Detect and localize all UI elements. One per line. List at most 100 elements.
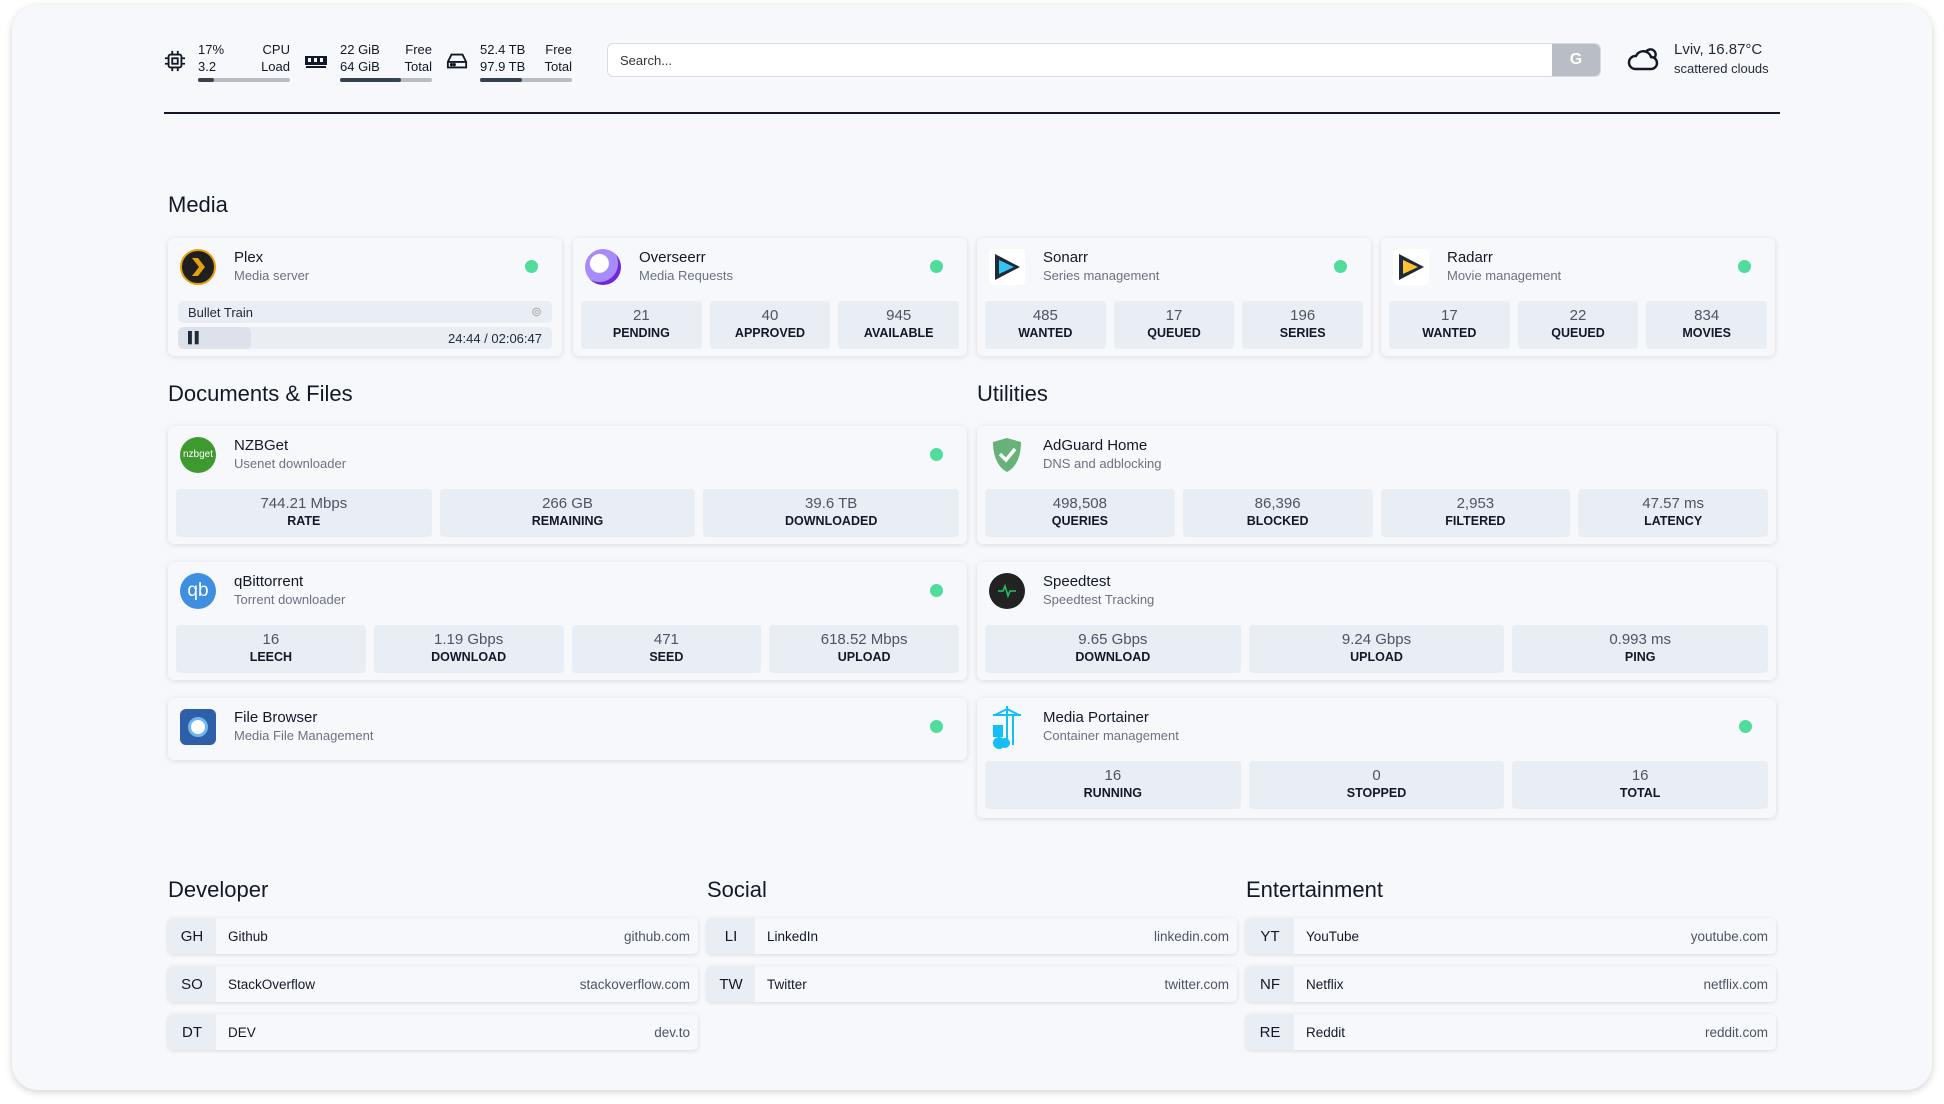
service-card-plex[interactable]: Plex Media server Bullet Train ⊚ ▌▌ 24:44 / 0… [168,238,562,356]
service-name: NZBGet [234,437,289,454]
service-card-radarr[interactable]: Radarr Movie management 17 WANTED 22 QUEUED 83… [1381,238,1775,356]
stat-block: 196 SERIES [1242,301,1364,349]
free-label: Free [545,41,572,57]
stat-label: FILTERED [1445,514,1506,528]
speedtest-icon [989,572,1043,609]
bookmark-url: netflix.com [1703,976,1768,992]
cpu-label: CPU [262,41,290,57]
stat-label: AVAILABLE [863,326,934,340]
bookmark-name: LinkedIn [767,928,819,944]
stream-info-icon[interactable]: ⊚ [531,304,542,319]
service-card-sonarr[interactable]: Sonarr Series management 485 WANTED 17 QUEUED… [977,238,1371,356]
playback-progress[interactable]: ▌▌ 24:44 / 02:06:47 [178,327,552,349]
disk-widget: 52.4 TB Free 97.9 TB Total [446,41,572,82]
status-indicator [1739,720,1752,733]
status-indicator [1738,260,1751,273]
bookmark-link-stackoverflow[interactable]: SO StackOverflow stackoverflow.com [168,966,698,1002]
stat-block: 17 WANTED [1389,301,1510,349]
bookmark-link-linkedin[interactable]: LI LinkedIn linkedin.com [707,918,1237,954]
stat-block: 618.52 Mbps UPLOAD [769,625,959,673]
service-card-adguard-home[interactable]: AdGuard Home DNS and adblocking 498,508 QUE… [977,426,1776,544]
service-card-file-browser[interactable]: File Browser Media File Management [168,698,967,760]
stat-label: MOVIES [1682,326,1731,340]
stat-block: 834 MOVIES [1646,301,1768,349]
stat-block: 47.57 ms LATENCY [1578,489,1768,537]
service-name: Speedtest [1043,573,1111,590]
bookmark-abbr: LI [707,918,755,954]
service-card-qbittorrent[interactable]: qb qBittorrent Torrent downloader 16 LEECH 1.… [168,562,967,680]
pause-icon[interactable]: ▌▌ [188,332,203,344]
radarr-icon [1393,248,1447,285]
memory-widget: 22 GiB Free 64 GiB Total [304,41,432,82]
stat-label: LATENCY [1644,514,1703,528]
stat-block: 945 AVAILABLE [838,301,960,349]
stat-label: QUEUED [1551,326,1605,340]
search-button[interactable]: G [1552,44,1600,76]
status-indicator [525,260,538,273]
service-name: Media Portainer [1043,709,1149,726]
service-name: AdGuard Home [1043,437,1148,454]
bookmark-link-youtube[interactable]: YT YouTube youtube.com [1246,918,1776,954]
stat-block: 266 GB REMAINING [439,489,696,537]
weather-location: Lviv, 16.87°C [1674,41,1763,58]
service-description: DNS and adblocking [1043,456,1162,471]
stat-value: 17 [1165,307,1183,324]
bookmark-link-netflix[interactable]: NF Netflix netflix.com [1246,966,1776,1002]
qbittorrent-icon: qb [180,572,234,609]
stat-block: 498,508 QUERIES [985,489,1175,537]
weather-widget: Lviv, 16.87°C scattered clouds [1626,40,1769,78]
bookmark-abbr: NF [1246,966,1294,1002]
search-input[interactable] [608,52,1552,68]
memory-bar [340,77,432,82]
now-playing-row: Bullet Train ⊚ [178,301,552,323]
bookmark-link-twitter[interactable]: TW Twitter twitter.com [707,966,1237,1002]
service-description: Series management [1043,268,1160,283]
cpu-load: 3.2 [198,58,217,74]
service-card-media-portainer[interactable]: Media Portainer Container management 16 RUN… [977,698,1776,818]
dashboard-frame [12,5,1932,1090]
stat-value: 485 [1032,307,1058,324]
stat-label: RUNNING [1083,786,1142,800]
portainer-icon [989,705,1043,749]
bookmark-group-title: Social [707,877,767,902]
stat-value: 9.24 Gbps [1341,631,1412,648]
stat-label: APPROVED [734,326,806,340]
disk-total: 97.9 TB [480,58,526,74]
bookmark-url: linkedin.com [1153,928,1229,944]
stat-label: UPLOAD [837,650,891,664]
bookmark-group-title: Developer [168,877,269,902]
stat-value: 21 [632,307,650,324]
stat-value: 22 [1569,307,1587,324]
service-card-speedtest[interactable]: Speedtest Speedtest Tracking 9.65 Gbps DOWN… [977,562,1776,680]
stat-block: 39.6 TB DOWNLOADED [703,489,960,537]
service-name: File Browser [234,709,318,726]
stat-value: 1.19 Gbps [434,631,504,648]
status-indicator [930,260,943,273]
stat-label: SEED [649,650,684,664]
stat-value: 16 [1631,767,1649,784]
stat-block: 9.24 Gbps UPLOAD [1248,625,1505,673]
bookmark-abbr: YT [1246,918,1294,954]
disk-bar [480,77,572,82]
service-card-overseerr[interactable]: Overseerr Media Requests 21 PENDING 40 APPROV… [573,238,967,356]
cpu-icon [164,50,186,72]
bookmark-link-reddit[interactable]: RE Reddit reddit.com [1246,1014,1776,1050]
bookmark-abbr: TW [707,966,755,1002]
bookmark-abbr: SO [168,966,216,1002]
bookmark-link-github[interactable]: GH Github github.com [168,918,698,954]
stat-value: 834 [1694,307,1720,324]
stat-block: 17 QUEUED [1113,301,1235,349]
load-label: Load [261,58,290,74]
cpu-bar [198,77,290,82]
stat-value: 2,953 [1456,495,1495,512]
service-name: Radarr [1447,249,1493,266]
service-name: Overseerr [639,249,706,266]
bookmark-link-dev[interactable]: DT DEV dev.to [168,1014,698,1050]
playback-time: 24:44 / 02:06:47 [448,330,542,346]
stat-value: 47.57 ms [1642,495,1704,512]
service-description: Media Requests [639,268,733,283]
total-label: Total [404,58,432,74]
service-description: Speedtest Tracking [1043,592,1155,607]
service-card-nzbget[interactable]: nzbget NZBGet Usenet downloader 744.21 Mbps… [168,426,967,544]
cpu-widget: 17% CPU 3.2 Load [164,41,290,82]
